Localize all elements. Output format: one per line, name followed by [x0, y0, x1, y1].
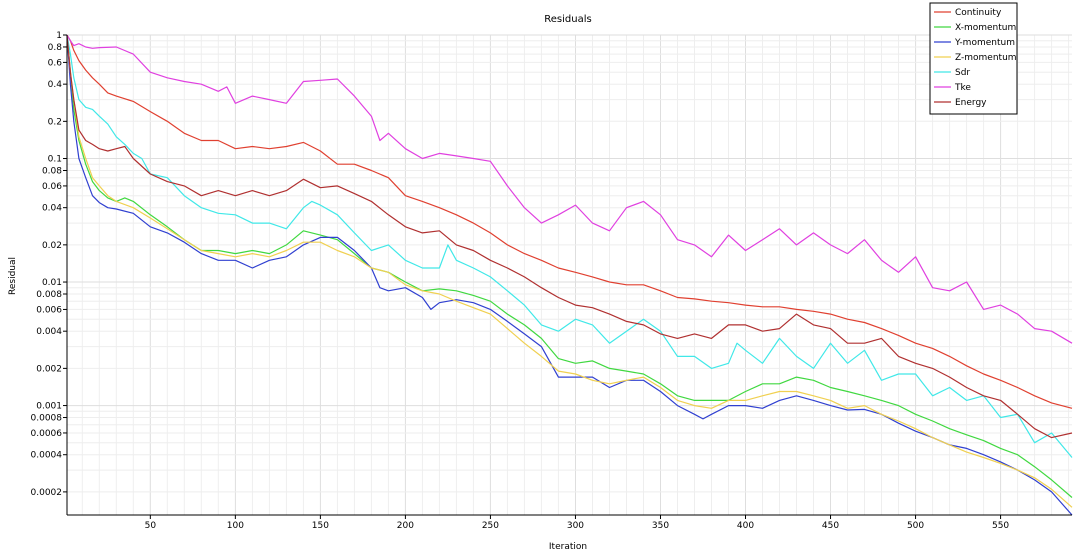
y-tick-label: 0.0008 — [31, 414, 63, 424]
grid — [67, 34, 1072, 515]
x-tick-label: 400 — [737, 521, 754, 531]
series-line-sdr — [66, 34, 1073, 458]
x-tick-label: 450 — [822, 521, 839, 531]
legend-entry-continuity: Continuity — [955, 8, 1002, 18]
x-tick-label: 500 — [907, 521, 924, 531]
legend-entry-energy: Energy — [955, 98, 987, 108]
y-tick-label: 0.4 — [48, 80, 63, 90]
legend: Continuity X-momentum Y-momentum Z-momentum… — [929, 2, 1018, 115]
y-tick-label: 0.08 — [42, 166, 62, 176]
legend-entry-sdr: Sdr — [955, 68, 970, 78]
x-axis-label: Iteration — [549, 542, 587, 552]
series-lines — [66, 34, 1073, 516]
y-tick-label: 0.01 — [42, 278, 62, 288]
plot-area — [67, 35, 1072, 515]
x-tick-label: 350 — [652, 521, 669, 531]
legend-entry-z-momentum: Z-momentum — [955, 53, 1017, 63]
y-tick-label: 0.001 — [36, 402, 62, 412]
x-tick-label: 250 — [482, 521, 499, 531]
legend-box — [929, 2, 1018, 115]
x-tick-label: 150 — [312, 521, 329, 531]
series-line-energy — [66, 34, 1073, 439]
y-tick-label: 0.004 — [36, 327, 62, 337]
x-tick-label: 200 — [397, 521, 414, 531]
y-tick-label: 0.02 — [42, 241, 62, 251]
y-tick-label: 0.1 — [48, 155, 62, 165]
y-tick-label: 0.008 — [36, 290, 62, 300]
x-tick-label: 300 — [567, 521, 584, 531]
legend-entry-tke: Tke — [954, 83, 971, 93]
y-tick-label: 0.002 — [36, 364, 62, 374]
y-tick-label: 0.6 — [48, 58, 63, 68]
axes: 50 100 150 200 250 300 350 400 450 500 550 1 0.8 0.6 0… — [31, 31, 1072, 531]
y-tick-label: 0.06 — [42, 182, 62, 192]
y-tick-label: 0.2 — [48, 117, 62, 127]
legend-entry-y-momentum: Y-momentum — [954, 38, 1015, 48]
series-line-tke — [66, 34, 1073, 344]
y-tick-label: 1 — [56, 31, 62, 41]
y-tick-label: 0.04 — [42, 204, 62, 214]
x-tick-label: 100 — [227, 521, 244, 531]
series-line-x-momentum — [66, 34, 1073, 498]
y-tick-label: 0.0004 — [31, 451, 63, 461]
x-tick-label: 550 — [992, 521, 1009, 531]
x-tick-label: 50 — [145, 521, 157, 531]
y-tick-label: 0.006 — [36, 305, 62, 315]
y-tick-label: 0.8 — [48, 43, 63, 53]
series-line-z-momentum — [66, 34, 1073, 508]
y-tick-label: 0.0006 — [31, 429, 63, 439]
chart-title: Residuals — [544, 14, 591, 25]
series-line-continuity — [66, 34, 1073, 409]
y-tick-label: 0.0002 — [31, 488, 63, 498]
legend-entry-x-momentum: X-momentum — [955, 23, 1016, 33]
y-axis-label: Residual — [8, 257, 18, 295]
